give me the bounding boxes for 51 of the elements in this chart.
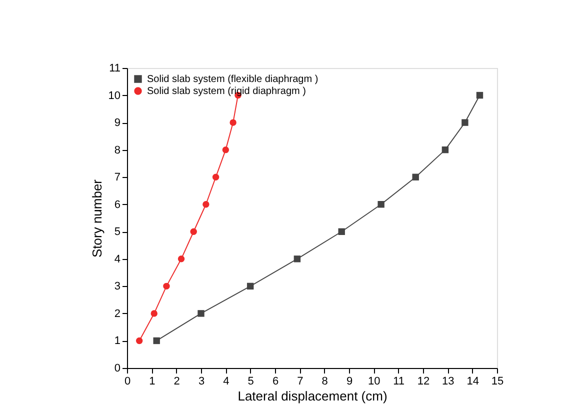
x-tick-label: 13 bbox=[442, 376, 454, 388]
y-tick-label: 0 bbox=[114, 362, 120, 374]
y-tick-label: 7 bbox=[114, 172, 120, 184]
point bbox=[246, 282, 254, 290]
x-tick-label: 6 bbox=[272, 376, 279, 388]
x-tick-label: 10 bbox=[368, 376, 380, 388]
x-tick-label: 11 bbox=[393, 376, 405, 388]
y-tick-label: 11 bbox=[109, 62, 120, 74]
y-tick-label: 9 bbox=[114, 117, 120, 130]
point bbox=[150, 310, 158, 317]
x-tick-label: 7 bbox=[297, 376, 304, 388]
point bbox=[462, 119, 468, 126]
x-tick-label: 4 bbox=[223, 376, 230, 388]
y-tick-label: 10 bbox=[108, 90, 120, 102]
y-axis-title: Story number bbox=[89, 178, 104, 258]
x-tick-label: 15 bbox=[491, 376, 504, 388]
y-tick-label: 3 bbox=[114, 280, 120, 293]
x-tick-label: 12 bbox=[417, 376, 430, 388]
x-tick-label: 9 bbox=[346, 376, 353, 388]
x-tick-label: 1 bbox=[149, 376, 156, 388]
point bbox=[338, 228, 345, 235]
x-tick-label: 5 bbox=[248, 376, 254, 388]
point bbox=[178, 256, 185, 262]
y-tick-label: 2 bbox=[114, 308, 120, 320]
y-tick-label: 6 bbox=[114, 198, 120, 211]
x-axis-title: Lateral displacement (cm) bbox=[238, 388, 388, 404]
point bbox=[202, 201, 210, 208]
point bbox=[163, 282, 170, 290]
point bbox=[190, 228, 197, 235]
x-tick-label: 8 bbox=[322, 376, 328, 388]
point bbox=[222, 146, 230, 154]
point bbox=[136, 337, 143, 344]
legend-label: Solid slab system (flexible diaphragm ) bbox=[147, 74, 318, 85]
point bbox=[212, 174, 220, 180]
point bbox=[294, 256, 301, 262]
x-tick-label: 2 bbox=[174, 376, 180, 388]
point bbox=[412, 174, 419, 180]
point bbox=[476, 92, 484, 99]
y-tick-label: 5 bbox=[114, 226, 120, 238]
point bbox=[442, 146, 449, 154]
x-tick-label: 0 bbox=[124, 376, 131, 388]
x-tick-label: 14 bbox=[466, 376, 479, 388]
point bbox=[230, 119, 236, 126]
point bbox=[378, 201, 384, 208]
y-tick-label: 8 bbox=[114, 144, 120, 156]
y-tick-label: 1 bbox=[114, 335, 120, 348]
legend-label: Solid slab system (rigid diaphragm ) bbox=[147, 86, 306, 97]
y-tick-label: 4 bbox=[114, 253, 120, 266]
x-tick-label: 3 bbox=[198, 376, 205, 388]
point bbox=[198, 310, 204, 317]
point bbox=[153, 337, 160, 344]
